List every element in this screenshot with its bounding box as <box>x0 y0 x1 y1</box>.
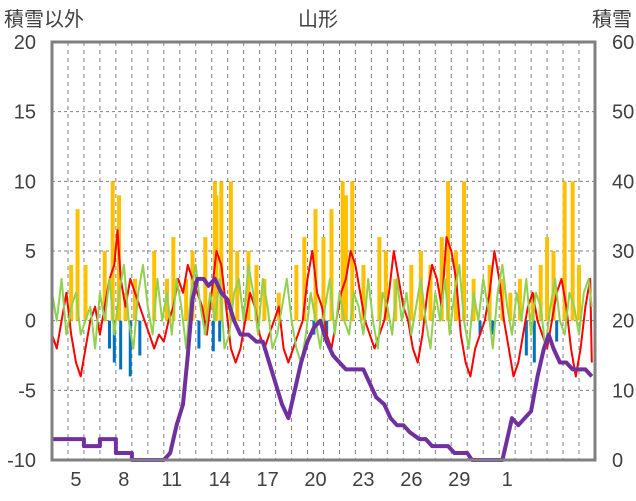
snowfall-bar <box>538 264 543 321</box>
precip-bar <box>197 320 201 349</box>
snowfall-bar <box>302 237 307 321</box>
x-tick-label: 11 <box>161 469 182 491</box>
precip-bar <box>211 320 215 352</box>
precip-bar <box>325 320 329 335</box>
snowfall-bar <box>428 264 433 321</box>
right-tick-label: 40 <box>612 171 634 193</box>
right-tick-label: 0 <box>612 450 623 472</box>
precip-bar <box>478 320 482 335</box>
left-axis-title: 積雪以外 <box>4 8 84 31</box>
snowfall-bar <box>343 195 348 321</box>
x-tick-label: 20 <box>304 469 326 491</box>
snowfall-bar <box>377 237 382 321</box>
snowfall-bar <box>439 237 444 321</box>
right-axis-ticks: 60 50 40 30 20 10 0 <box>612 32 634 472</box>
precip-bar <box>138 320 142 356</box>
snowfall-bar <box>383 251 388 321</box>
snowfall-bar <box>133 278 138 321</box>
x-tick-label: 14 <box>209 469 231 491</box>
left-tick-label: 10 <box>14 171 36 193</box>
left-axis-ticks: 20 15 10 5 0 -5 -10 <box>7 32 36 472</box>
precip-bar <box>218 320 222 342</box>
x-axis-ticks: 5 8 11 14 17 20 23 26 29 1 <box>70 469 512 491</box>
snowfall-bar <box>577 264 582 321</box>
snowfall-bar <box>329 209 334 321</box>
plot-frame <box>50 40 597 462</box>
snowfall-bar <box>462 181 467 321</box>
snowfall-bar <box>102 251 107 321</box>
x-tick-label: 8 <box>118 469 129 491</box>
x-tick-label: 1 <box>502 469 513 491</box>
x-tick-label: 29 <box>448 469 470 491</box>
temp-red-line <box>51 229 593 378</box>
snowfall-bar <box>409 264 414 321</box>
snowfall-bar <box>184 278 189 321</box>
snowfall-bar <box>228 181 233 321</box>
snowfall-bar <box>152 251 157 321</box>
x-tick-label: 17 <box>256 469 278 491</box>
snowfall-bar <box>446 181 451 321</box>
precip-bar <box>555 320 559 342</box>
precip-bar <box>107 320 111 349</box>
precip-bar <box>491 320 495 335</box>
snow-depth-line <box>52 276 594 462</box>
left-tick-label: 5 <box>25 241 36 263</box>
left-tick-label: 15 <box>14 102 36 124</box>
snowfall-bar <box>508 292 513 321</box>
right-tick-label: 60 <box>612 32 634 54</box>
snowfall-bar <box>361 264 366 321</box>
right-tick-label: 50 <box>612 102 634 124</box>
snowfall-bar <box>562 181 567 321</box>
chart-title: 山形 <box>298 8 338 31</box>
snowfall-bar <box>294 264 299 321</box>
snowfall-bar <box>83 264 88 321</box>
snowfall-bar <box>313 209 318 321</box>
right-tick-label: 20 <box>612 311 634 333</box>
left-tick-label: -5 <box>18 380 36 402</box>
snowfall-bar <box>262 278 267 321</box>
snowfall-bar <box>350 181 355 321</box>
snowfall-bar <box>340 181 345 321</box>
right-tick-label: 30 <box>612 241 634 263</box>
left-tick-label: 20 <box>14 32 36 54</box>
x-tick-label: 5 <box>70 469 81 491</box>
snowfall-bar <box>171 237 176 321</box>
precip-bar <box>524 320 528 356</box>
left-tick-label: -10 <box>7 450 36 472</box>
snowfall-bar <box>570 181 575 321</box>
snowfall-bar <box>321 237 326 321</box>
snowfall-bar <box>246 251 251 321</box>
snowfall-bar <box>75 209 80 321</box>
right-tick-label: 10 <box>612 380 634 402</box>
precip-bar <box>119 320 123 370</box>
snowfall-bar <box>254 264 259 321</box>
left-tick-label: 0 <box>25 311 36 333</box>
precip-bar <box>532 320 536 363</box>
snowfall-bar <box>219 181 224 321</box>
series-lines <box>51 229 594 462</box>
x-tick-label: 23 <box>352 469 374 491</box>
snowfall-bar <box>110 181 115 321</box>
snowfall-bar <box>530 292 535 321</box>
snowfall-bar <box>545 237 550 321</box>
x-tick-label: 26 <box>400 469 422 491</box>
snowfall-bar <box>517 278 522 321</box>
precip-bar <box>128 320 132 377</box>
snowfall-bar <box>69 264 74 321</box>
precip-bar <box>112 320 116 363</box>
right-axis-title: 積雪 <box>592 8 632 31</box>
